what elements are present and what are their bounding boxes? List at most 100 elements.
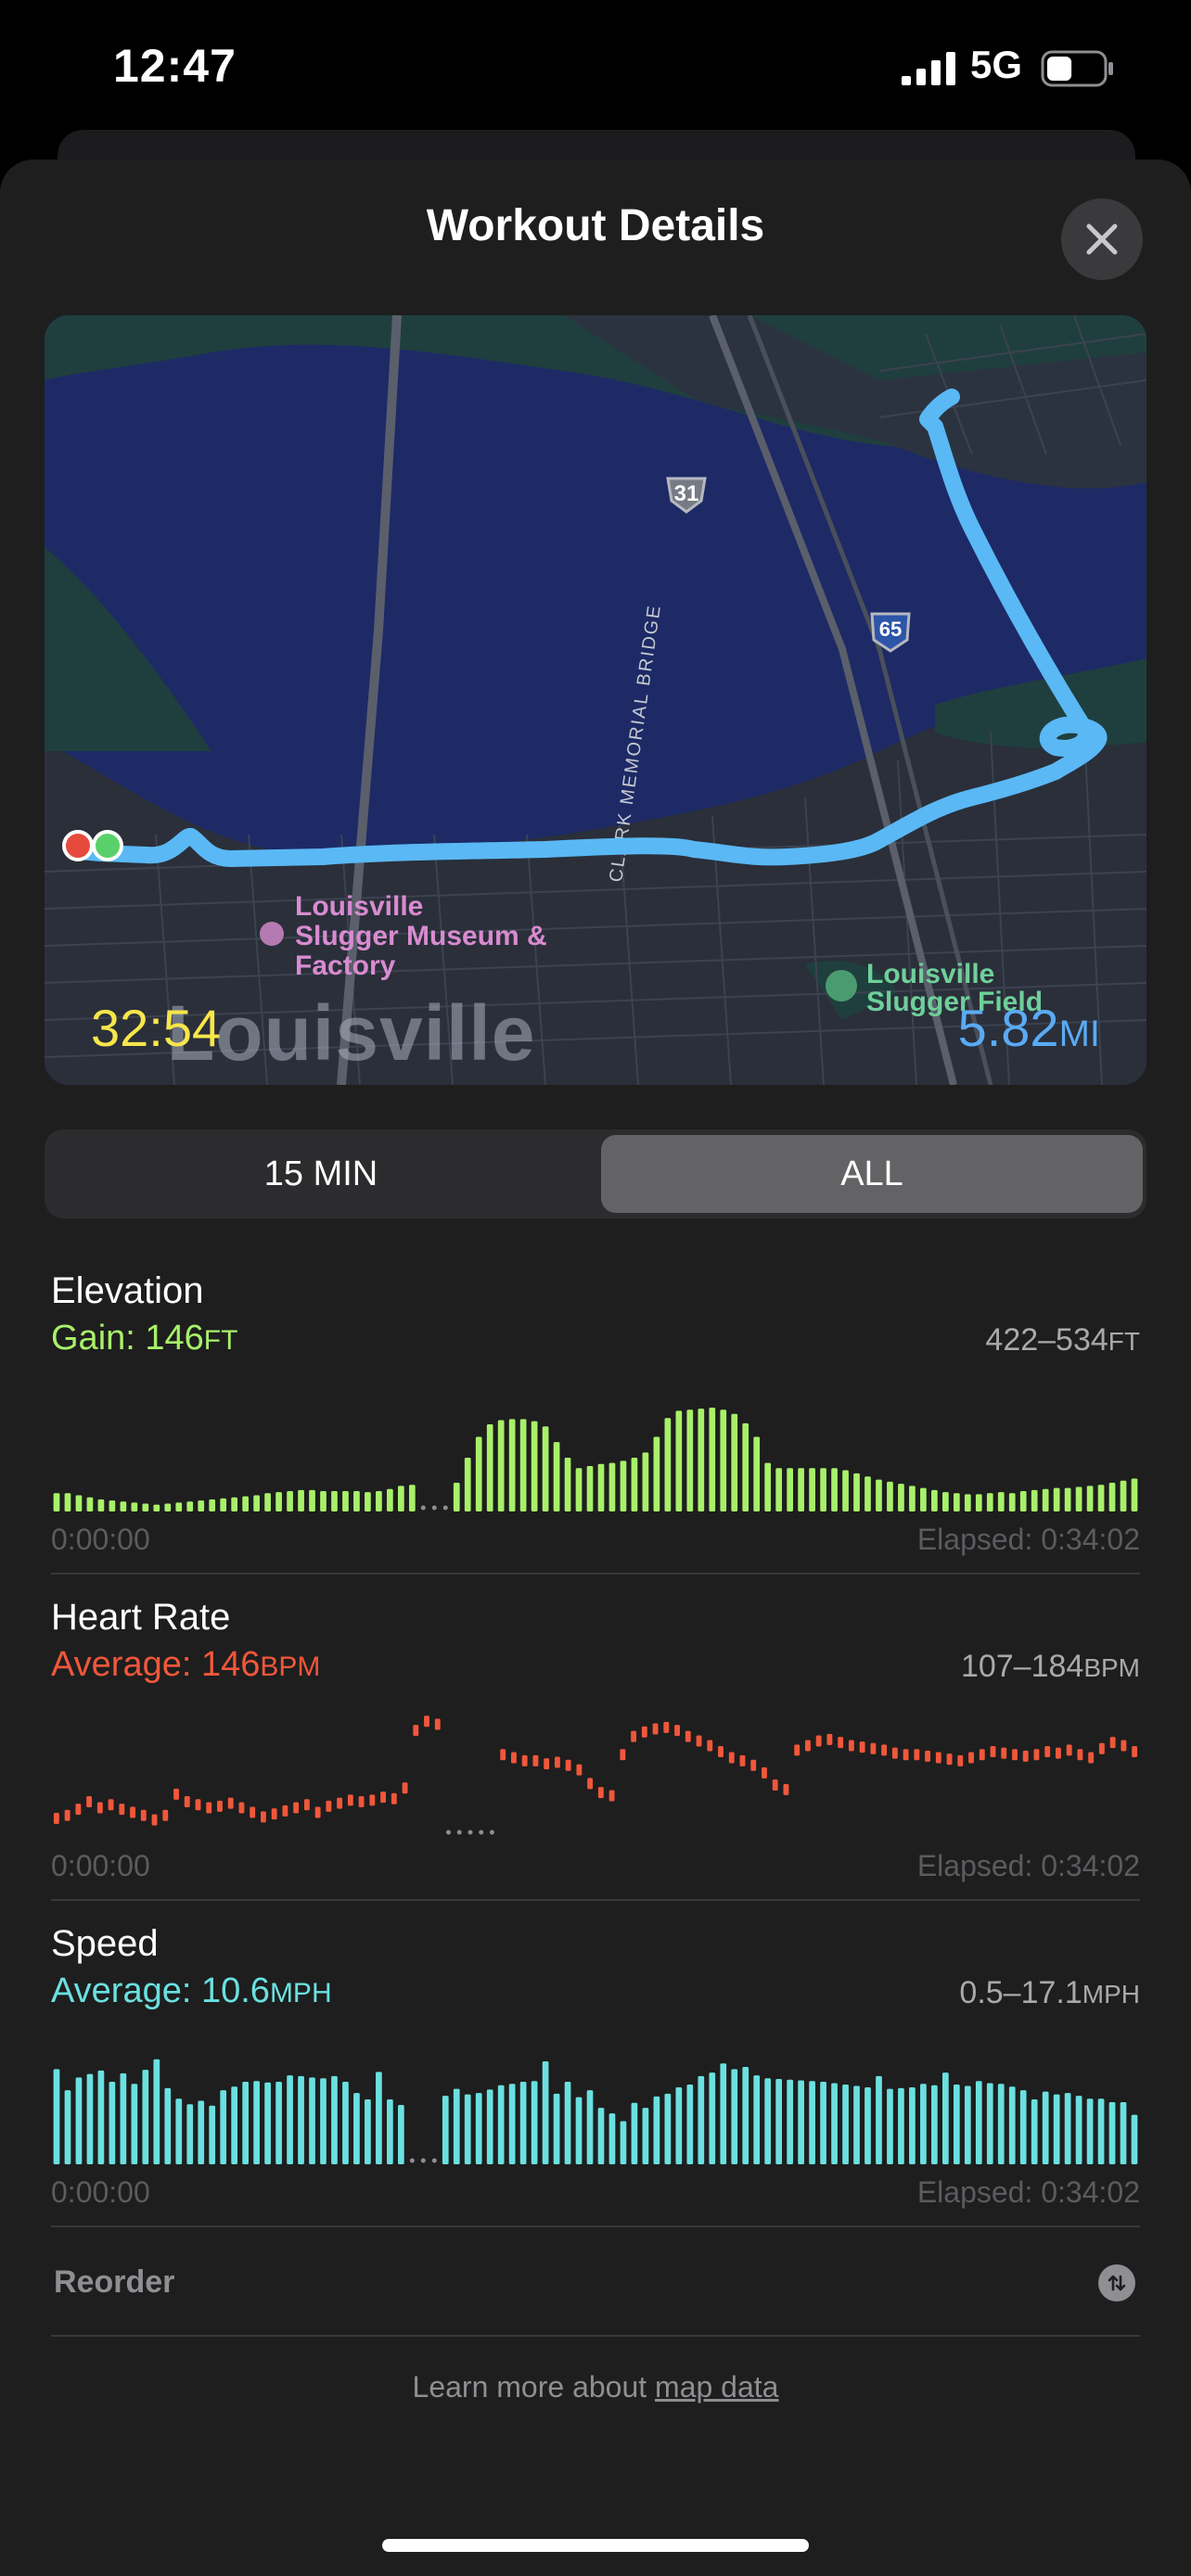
workout-distance: 5.82MI: [958, 998, 1100, 1058]
segment-all[interactable]: ALL: [601, 1135, 1143, 1213]
chart-bar: [764, 2078, 772, 2164]
ballpark-icon: [826, 970, 857, 1001]
chart-point: [130, 1806, 135, 1818]
metric-summary: Average: 10.6MPH: [51, 1971, 332, 2011]
chart-bar: [264, 2082, 271, 2164]
chart-bar: [586, 2090, 594, 2164]
chart-bar: [542, 1426, 549, 1511]
status-bar: 12:47 5G: [0, 0, 1191, 130]
distance-value: 5.82: [957, 999, 1059, 1057]
chart-bar: [287, 1491, 293, 1511]
data-gap-dot: [479, 1830, 484, 1835]
chart-point: [620, 1749, 626, 1761]
chart-bar: [876, 2075, 882, 2164]
chart-point: [1033, 1749, 1040, 1761]
chart-point: [53, 1813, 59, 1824]
chart-bar: [653, 1436, 660, 1511]
elevation-graph[interactable]: [51, 1382, 1140, 1511]
chart-bar: [198, 1500, 205, 1511]
chart-point: [151, 1814, 158, 1826]
chart-point: [565, 1759, 571, 1771]
map-canvas: 31 65 CLARK MEMORIAL BRIDGE: [45, 315, 1146, 1085]
speed-graph[interactable]: [51, 2034, 1140, 2164]
chart-bar: [887, 1481, 893, 1511]
data-gap-dot: [420, 2158, 426, 2163]
chart-bar: [164, 1503, 172, 1511]
chart-bar: [1064, 1487, 1071, 1511]
chart-bar: [153, 2059, 160, 2164]
chart-bar: [553, 1442, 560, 1511]
chart-bar: [986, 1493, 993, 1511]
chart-point: [140, 1809, 147, 1821]
chart-point: [925, 1750, 931, 1762]
close-button[interactable]: [1061, 198, 1143, 280]
chart-bar: [53, 1493, 60, 1511]
arrow-up-arrow-down-icon[interactable]: [1098, 2264, 1135, 2302]
chart-point: [271, 1808, 277, 1820]
workout-duration: 32:54: [91, 999, 222, 1057]
chart-bar: [142, 2070, 149, 2164]
chart-bar: [820, 1468, 826, 1511]
chart-point: [891, 1747, 898, 1759]
chart-bar: [331, 2075, 338, 2164]
chart-bar: [131, 2084, 138, 2164]
chart-bar: [408, 1485, 416, 1511]
chart-bar: [298, 2075, 304, 2164]
map-data-link[interactable]: map data: [655, 2370, 779, 2404]
range-value: 422–534: [985, 1322, 1108, 1358]
poi-slugger-field[interactable]: Louisville Slugger Field: [866, 961, 1043, 1016]
chart-bar: [798, 2080, 804, 2164]
heart-rate-graph[interactable]: [51, 1708, 1140, 1838]
chart-bar: [920, 1487, 927, 1511]
chart-bar: [775, 1468, 783, 1511]
graph-start-time: 0:00:00: [51, 1523, 150, 1556]
chart-bar: [142, 1503, 149, 1511]
home-indicator[interactable]: [382, 2539, 809, 2552]
reorder-button[interactable]: Reorder: [54, 2264, 175, 2300]
chart-bar: [997, 1492, 1005, 1511]
chart-point: [762, 1766, 767, 1779]
chart-bar: [97, 1499, 105, 1511]
chart-bar: [298, 1489, 304, 1511]
chart-bar: [1042, 1488, 1049, 1511]
divider: [51, 2335, 1140, 2337]
chart-bar: [597, 2108, 605, 2164]
chart-bar: [497, 1420, 505, 1511]
chart-bar: [64, 2090, 71, 2164]
summary-value: Average: 146: [51, 1645, 261, 1684]
cellular-signal-icon: [902, 52, 955, 85]
chart-bar: [86, 1497, 94, 1511]
chart-bar: [508, 2084, 516, 2164]
graph-start-time: 0:00:00: [51, 2175, 150, 2209]
chart-bar: [75, 1495, 83, 1511]
poi-museum-line-1: Louisville: [295, 891, 424, 922]
chart-bar: [365, 1492, 371, 1511]
route-map[interactable]: 31 65 CLARK MEMORIAL BRIDGE Louisville S…: [45, 315, 1146, 1085]
chart-bar: [564, 2081, 571, 2164]
poi-slugger-museum[interactable]: Louisville Slugger Museum & Factory: [295, 892, 547, 981]
chart-bar: [220, 1498, 227, 1511]
chart-bar: [109, 2081, 116, 2164]
chart-bar: [542, 2060, 549, 2164]
chart-bar: [275, 1492, 282, 1511]
chart-bar: [809, 2081, 815, 2164]
chart-bar: [898, 1484, 904, 1511]
chart-point: [1109, 1737, 1116, 1749]
data-gap-dot: [446, 1830, 452, 1835]
chart-bar: [153, 1504, 160, 1511]
graph-end-time: Elapsed: 0:34:02: [916, 1523, 1140, 1556]
chart-point: [859, 1741, 865, 1753]
segment-15-min[interactable]: 15 MIN: [263, 1154, 378, 1193]
status-time: 12:47: [113, 40, 237, 92]
chart-bar: [1053, 1487, 1060, 1511]
graph-end-time: Elapsed: 0:34:02: [916, 1849, 1140, 1882]
elevation-section: Elevation Gain: 146FT 422–534FT 0:00:00 …: [51, 1270, 1140, 1567]
summary-value: Average: 10.6: [51, 1971, 270, 2010]
chart-bar: [931, 2085, 938, 2164]
chart-bar: [376, 1491, 382, 1511]
chart-bar: [709, 2072, 716, 2164]
metric-name: Elevation: [51, 1270, 204, 1311]
chart-point: [162, 1809, 169, 1821]
poi-museum-line-2: Slugger Museum &: [295, 921, 547, 951]
chart-bar: [608, 1462, 616, 1511]
